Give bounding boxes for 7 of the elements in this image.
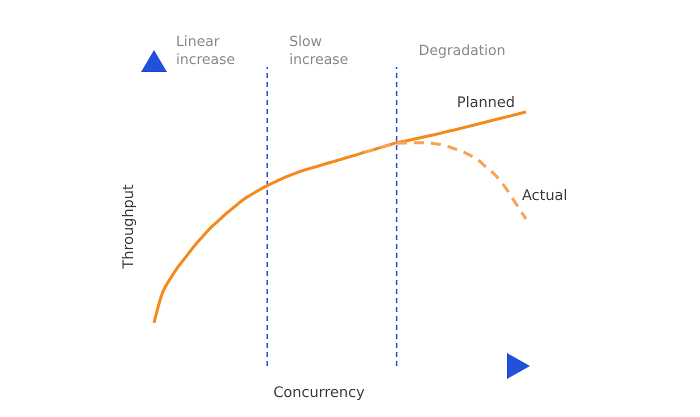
text: Degradation bbox=[418, 43, 506, 59]
series-label: Planned bbox=[456, 94, 515, 111]
series-label: Actual bbox=[522, 188, 568, 204]
y-axis-title: Throughput bbox=[121, 184, 137, 270]
text: Slow increase bbox=[289, 34, 348, 68]
x-axis-title: Concurrency bbox=[273, 385, 366, 401]
text: Linear increase bbox=[176, 34, 236, 68]
